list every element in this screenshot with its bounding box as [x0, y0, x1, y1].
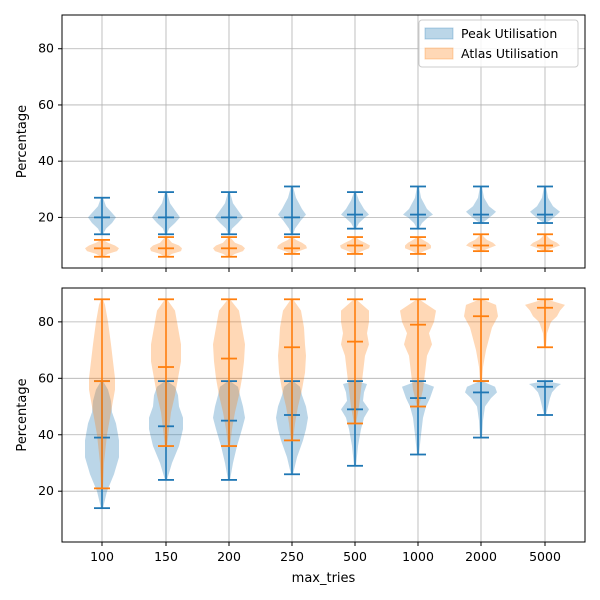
legend-box — [418, 19, 579, 68]
legend-label-peak: Peak Utilisation — [461, 26, 557, 41]
y-tick-label: 40 — [38, 153, 54, 168]
x-tick-label: 500 — [343, 549, 367, 564]
x-tick-label: 2000 — [465, 549, 497, 564]
y-tick-label: 60 — [38, 370, 54, 385]
y-tick-label: 20 — [38, 209, 54, 224]
panel-top: 20 40 60 80 Percentage Peak Utilisation Atlas … — [15, 14, 586, 272]
legend-swatch-atlas — [424, 47, 454, 60]
y-tick-label: 40 — [38, 427, 54, 442]
y-tick-label: 80 — [38, 314, 54, 329]
y-tick-label: 60 — [38, 97, 54, 112]
x-tick-label: 1000 — [402, 549, 434, 564]
x-tick-label: 150 — [154, 549, 178, 564]
plot-frame — [61, 14, 586, 269]
legend-swatch-peak — [424, 27, 454, 40]
x-tick-label: 100 — [90, 549, 114, 564]
y-tick-label: 80 — [38, 41, 54, 56]
x-tick-label: 5000 — [529, 549, 561, 564]
x-tick-label: 250 — [280, 549, 304, 564]
legend: Peak Utilisation Atlas Utilisation — [418, 19, 579, 68]
x-axis-label: max_tries — [292, 571, 356, 586]
y-axis-label: Percentage — [15, 105, 30, 178]
panel-bottom: 20 40 60 80 Percentage 100 150 200 250 500 1000 200… — [15, 287, 586, 586]
y-axis-label: Percentage — [15, 378, 30, 451]
legend-label-atlas: Atlas Utilisation — [461, 46, 558, 61]
y-tick-label: 20 — [38, 483, 54, 498]
plot-frame — [61, 287, 586, 543]
x-tick-label: 200 — [217, 549, 241, 564]
